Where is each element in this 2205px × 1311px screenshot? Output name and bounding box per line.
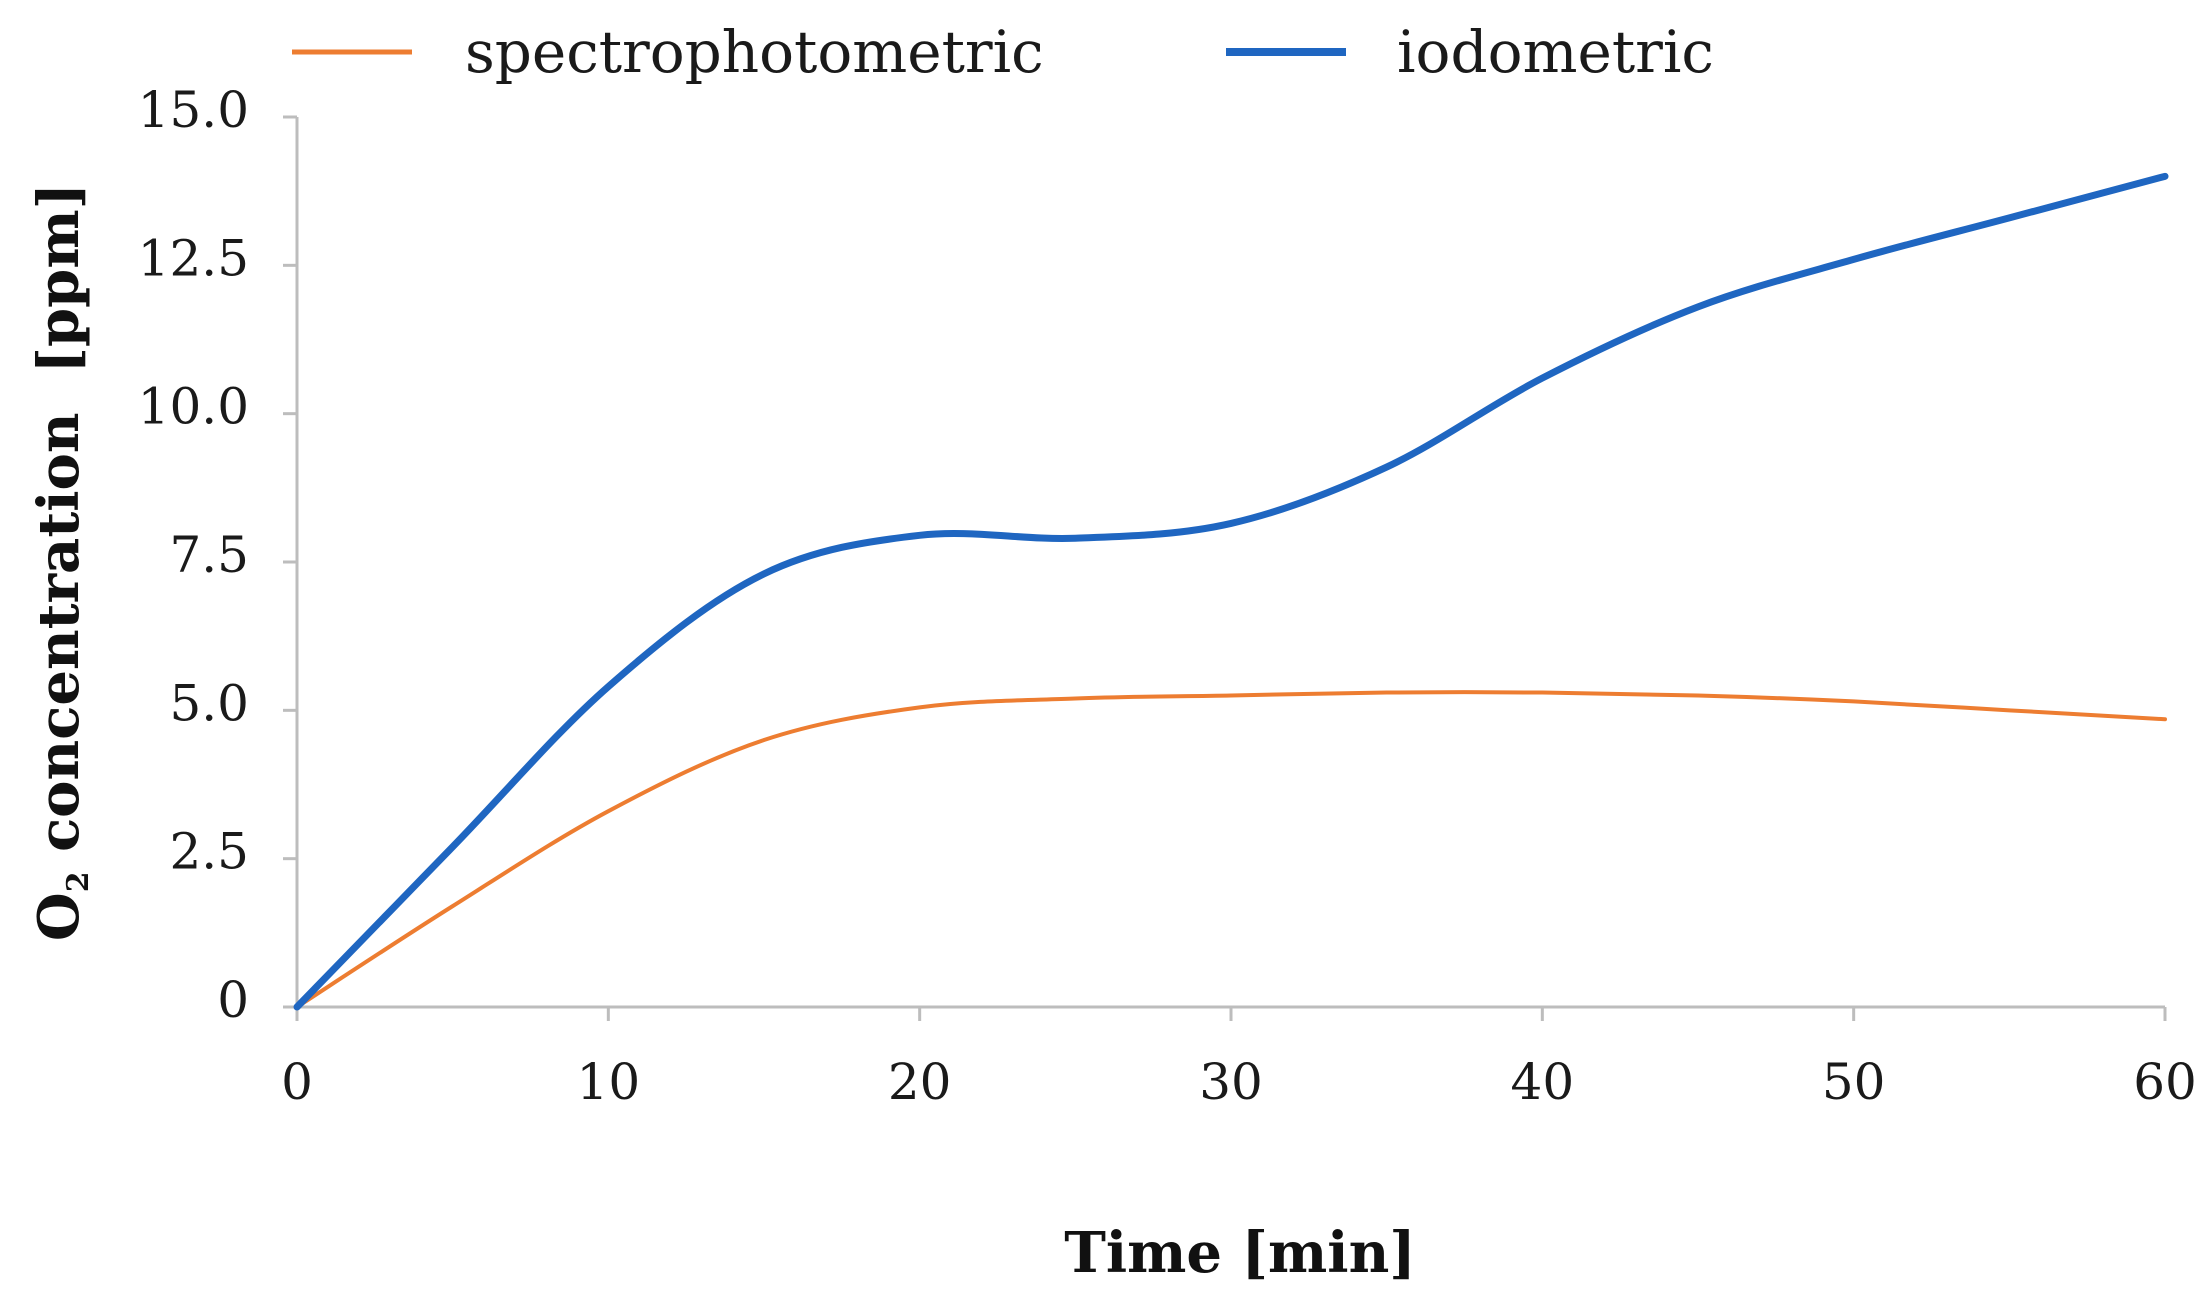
y-axis-title: O2 concentration [ppm] <box>26 183 96 941</box>
x-tick-label: 40 <box>1511 1053 1575 1111</box>
x-tick-label: 0 <box>281 1053 313 1111</box>
y-tick-label: 5.0 <box>169 674 249 732</box>
x-tick-label: 10 <box>577 1053 641 1111</box>
legend-label-iodometric: iodometric <box>1397 18 1714 86</box>
y-tick-label: 0 <box>217 971 249 1029</box>
series-lines <box>293 172 2169 1011</box>
x-axis-title: Time [min] <box>1064 1220 1416 1286</box>
x-tick-label: 50 <box>1822 1053 1886 1111</box>
x-tick-label: 20 <box>888 1053 952 1111</box>
y-axis-title-subscript: 2 <box>61 871 96 892</box>
y-tick-label: 12.5 <box>138 229 249 287</box>
x-ticks: 0 10 20 30 40 50 60 <box>281 1007 2197 1111</box>
y-tick-label: 10.0 <box>138 378 249 436</box>
y-tick-label: 2.5 <box>169 823 249 881</box>
y-axis-title-rest: concentration [ppm] <box>26 183 92 872</box>
legend-label-spectrophotometric: spectrophotometric <box>465 18 1044 86</box>
series-line-spectrophotometric <box>295 690 2167 1009</box>
y-axis-title-main: O <box>26 892 92 941</box>
x-tick-label: 30 <box>1199 1053 1263 1111</box>
series-line-iodometric <box>293 172 2169 1011</box>
x-tick-label: 60 <box>2133 1053 2197 1111</box>
y-tick-label: 15.0 <box>138 81 249 139</box>
legend: spectrophotometric iodometric <box>292 18 1714 86</box>
y-ticks: 0 2.5 5.0 7.5 10.0 12.5 15.0 <box>138 81 297 1029</box>
y-tick-label: 7.5 <box>169 526 249 584</box>
